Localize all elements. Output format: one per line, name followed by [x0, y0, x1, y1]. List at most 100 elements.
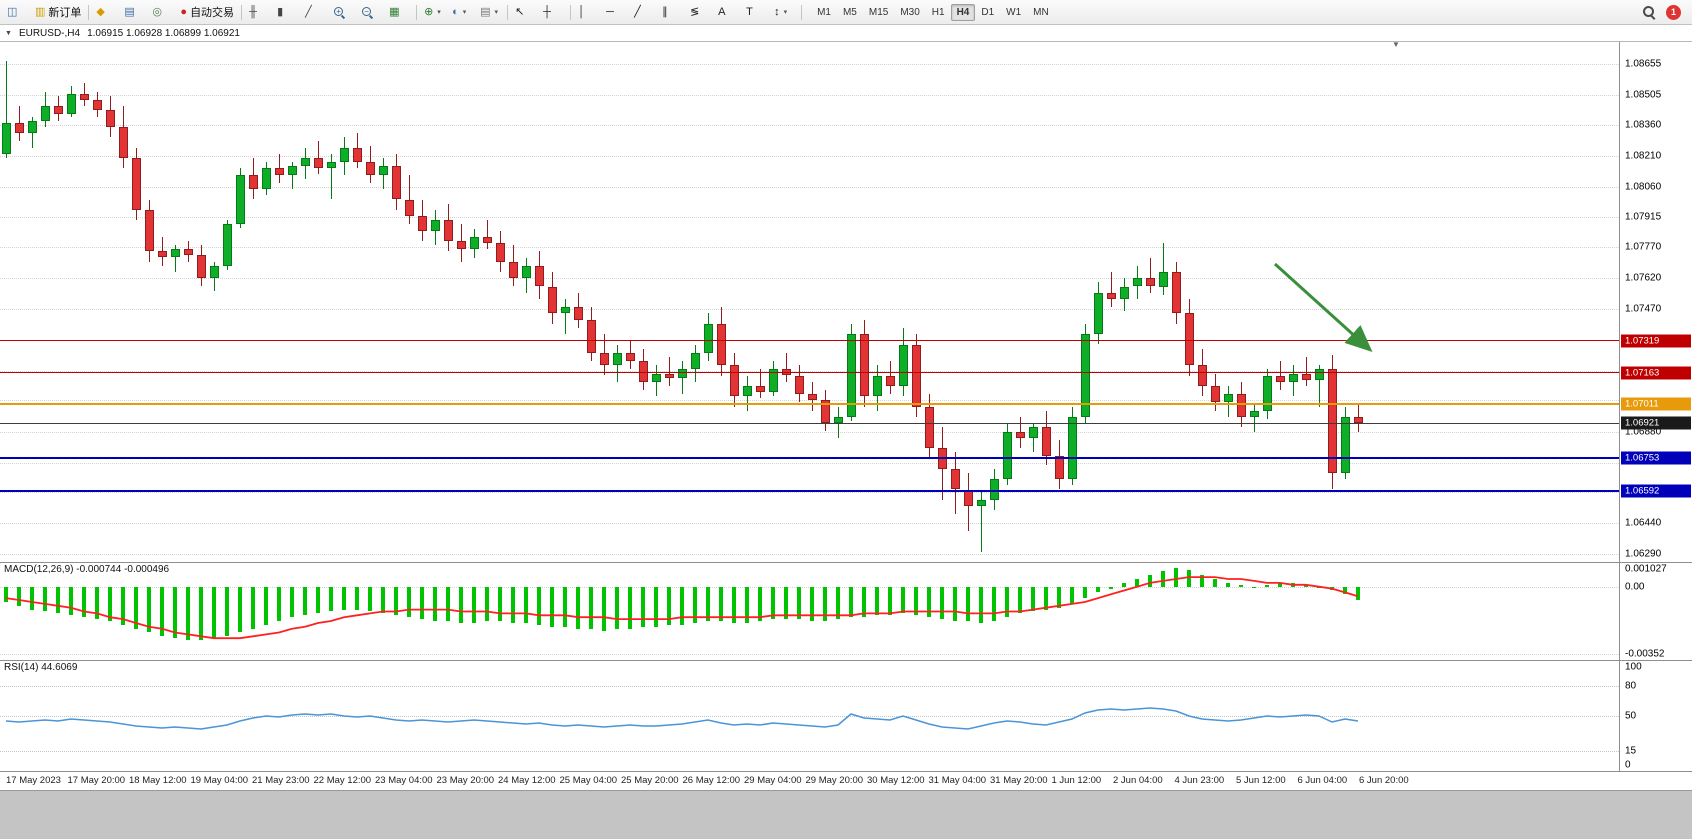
- tile-windows-button[interactable]: ▦: [385, 1, 413, 23]
- new-chart-button[interactable]: ◫: [3, 1, 31, 23]
- search-icon[interactable]: [1642, 5, 1656, 19]
- chart-collapse-icon[interactable]: ▼: [5, 29, 12, 37]
- macd-histogram-bar: [1200, 575, 1204, 587]
- notification-badge[interactable]: 1: [1666, 4, 1681, 20]
- candle: [873, 375, 882, 397]
- gridline: [0, 124, 1619, 126]
- gridline: [0, 522, 1619, 524]
- time-axis-label: 1 Jun 12:00: [1051, 775, 1102, 786]
- timeframe-m15[interactable]: M15: [863, 4, 894, 21]
- market-watch-button[interactable]: ◆: [92, 1, 120, 23]
- time-axis[interactable]: 17 May 2023 17 May 20:00 18 May 12:00 19 Ma…: [0, 771, 1692, 790]
- macd-histogram-bar: [264, 586, 268, 625]
- cursor-button[interactable]: ↖: [511, 1, 539, 23]
- candle-wick: [175, 245, 176, 272]
- macd-histogram-bar: [771, 586, 775, 620]
- macd-label: MACD(12,26,9) -0.000744 -0.000496: [4, 564, 170, 575]
- timeframe-w1[interactable]: W1: [1000, 4, 1027, 21]
- bar-chart-mode-button[interactable]: ╫: [245, 1, 273, 23]
- macd-histogram-bar: [1356, 586, 1360, 601]
- rsi-level-line: [0, 716, 1619, 717]
- timeframe-d1[interactable]: D1: [975, 4, 1000, 21]
- text-button[interactable]: A: [714, 1, 742, 23]
- gridline: [0, 553, 1619, 555]
- price-axis-label: 1.08655: [1625, 58, 1662, 70]
- price-plot[interactable]: ▼: [0, 42, 1619, 562]
- auto-trading-button-label: 自动交易: [190, 7, 235, 19]
- timeframe-m30[interactable]: M30: [894, 4, 925, 21]
- red-resistance-lower-price-marker: 1.07163: [1621, 366, 1691, 380]
- time-axis-label: 26 May 12:00: [682, 775, 741, 786]
- macd-histogram-bar: [732, 586, 736, 623]
- timeframe-h4[interactable]: H4: [950, 3, 976, 21]
- macd-histogram-bar: [862, 586, 866, 618]
- indicators-button[interactable]: ⊕ ▾: [420, 1, 448, 23]
- macd-histogram-bar: [628, 586, 632, 629]
- timeframe-m5[interactable]: M5: [837, 4, 863, 21]
- candle: [860, 334, 869, 397]
- arrows-button[interactable]: ↕ ▾: [770, 1, 798, 23]
- candle-wick: [1254, 402, 1255, 432]
- label-button[interactable]: T: [742, 1, 770, 23]
- macd-histogram-bar: [355, 586, 359, 610]
- candlestick-mode-button[interactable]: ▮: [273, 1, 301, 23]
- timeframe-m1[interactable]: M1: [811, 4, 837, 21]
- arrow-annotation[interactable]: [1273, 262, 1373, 353]
- macd-histogram-bar: [576, 586, 580, 629]
- timeframe-mn[interactable]: MN: [1027, 4, 1055, 21]
- macd-histogram-bar: [589, 586, 593, 629]
- horizontal-line-button[interactable]: ─: [602, 1, 630, 23]
- candle: [652, 373, 661, 382]
- line-chart-icon: ╱: [305, 5, 312, 18]
- chevron-down-icon: ▾: [437, 9, 441, 16]
- periods-button[interactable]: ◐ ▾: [448, 1, 476, 23]
- blue-support-upper-line[interactable]: [0, 456, 1619, 459]
- macd-histogram-bar: [329, 586, 333, 612]
- bid-price-line[interactable]: [0, 422, 1619, 424]
- timeframe-h1[interactable]: H1: [926, 4, 951, 21]
- candle: [249, 174, 258, 190]
- rsi-level-line: [0, 686, 1619, 687]
- macd-histogram-bar: [758, 586, 762, 622]
- time-axis-label: 5 Jun 12:00: [1236, 775, 1286, 786]
- candle: [41, 106, 50, 121]
- macd-histogram-bar: [342, 586, 346, 610]
- vertical-line-button[interactable]: │: [574, 1, 602, 23]
- macd-histogram-bar: [979, 586, 983, 623]
- macd-histogram-bar: [784, 586, 788, 620]
- red-resistance-upper-line[interactable]: [0, 340, 1619, 341]
- trendline-button[interactable]: ╱: [630, 1, 658, 23]
- blue-support-lower-line[interactable]: [0, 490, 1619, 493]
- zoom-in-icon[interactable]: +: [329, 1, 357, 23]
- red-resistance-lower-line[interactable]: [0, 372, 1619, 374]
- price-axis-label: 1.08060: [1625, 181, 1662, 193]
- macd-axis: 0.001027 0.00 -0.00352: [1619, 563, 1692, 660]
- auto-trading-button[interactable]: ● 自动交易: [176, 1, 238, 23]
- templates-button[interactable]: ▤ ▾: [476, 1, 504, 23]
- candle: [1341, 417, 1350, 473]
- candle: [1250, 410, 1259, 417]
- candle: [2, 122, 11, 154]
- macd-histogram-bar: [602, 586, 606, 631]
- macd-histogram-bar: [797, 586, 801, 620]
- channel-button[interactable]: ∥: [658, 1, 686, 23]
- zoom-out-icon[interactable]: −: [357, 1, 385, 23]
- candle: [483, 236, 492, 243]
- horizontal-line-icon: ─: [606, 5, 614, 18]
- zoom-in-icon: +: [333, 6, 346, 19]
- chart-shift-marker[interactable]: ▼: [1392, 42, 1400, 49]
- fibonacci-button[interactable]: ≶: [686, 1, 714, 23]
- line-chart-mode-button[interactable]: ╱: [301, 1, 329, 23]
- crosshair-button[interactable]: ┼: [539, 1, 567, 23]
- strategy-tester-button[interactable]: ◎: [148, 1, 176, 23]
- macd-histogram-bar: [680, 586, 684, 625]
- candle: [327, 162, 336, 169]
- macd-axis-label: 0.00: [1625, 581, 1645, 593]
- price-axis[interactable]: 1.08655 1.08505 1.08360 1.08210 1.08060 1.079…: [1619, 42, 1692, 562]
- data-window-button[interactable]: ▤: [120, 1, 148, 23]
- macd-histogram-bar: [277, 586, 281, 622]
- gridline: [0, 400, 1619, 402]
- orange-level-line[interactable]: [0, 403, 1619, 406]
- macd-histogram-bar: [654, 586, 658, 627]
- new-order-button[interactable]: ▥ 新订单: [31, 1, 85, 23]
